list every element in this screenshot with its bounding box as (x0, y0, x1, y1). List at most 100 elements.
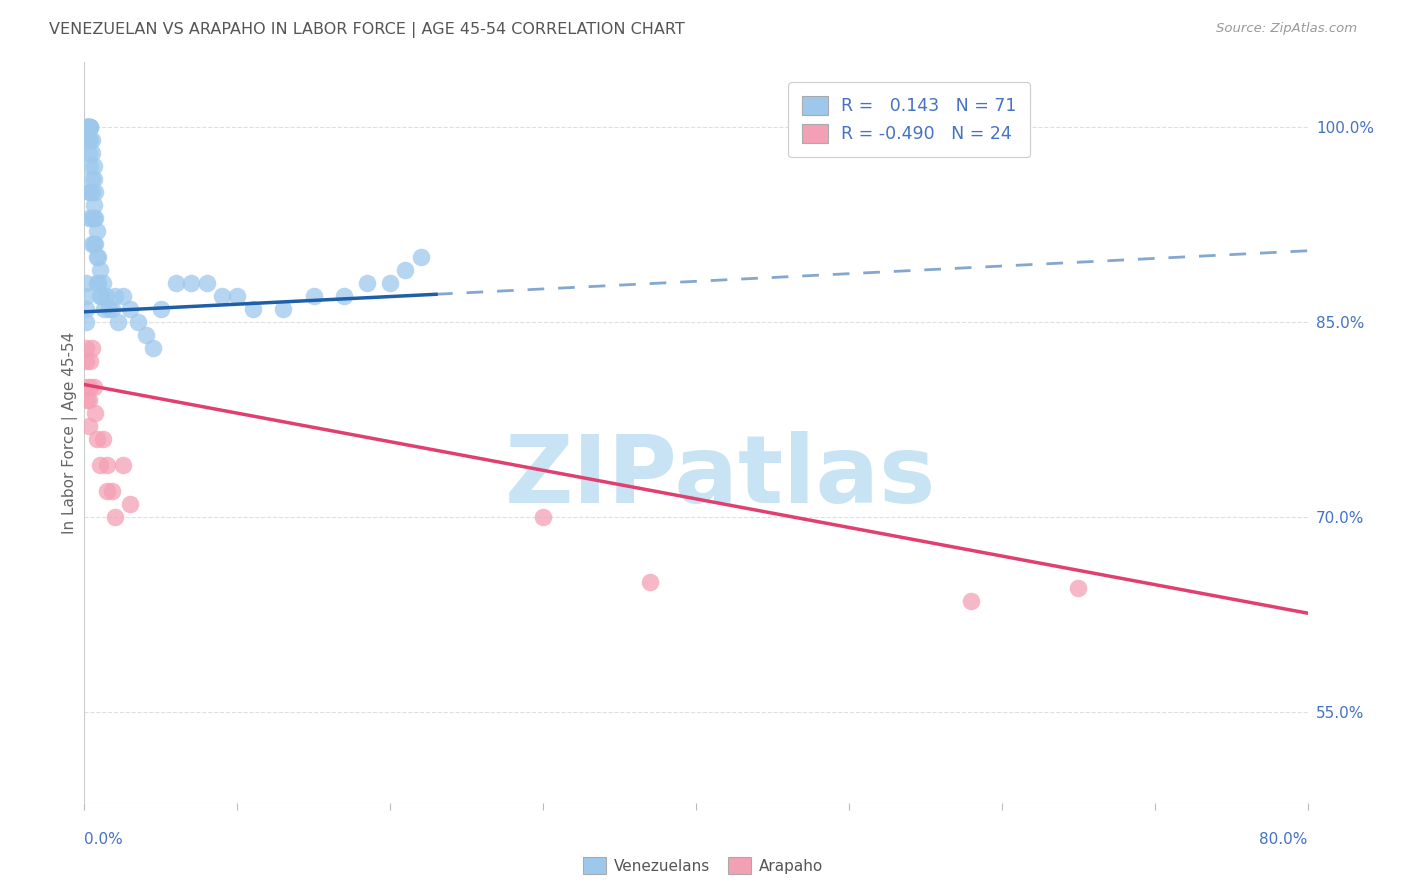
Point (149, 302, 172, 317)
Point (86, 224, 108, 238)
Point (80, 341, 103, 355)
Point (86, 432, 108, 446)
Point (1067, 582, 1090, 596)
Text: Source: ZipAtlas.com: Source: ZipAtlas.com (1216, 22, 1357, 36)
Point (96, 458, 118, 472)
Point (79, 354, 101, 368)
Point (77, 393, 100, 408)
Point (76, 120, 98, 135)
Point (75, 302, 97, 317)
Point (302, 289, 325, 303)
Point (75, 277, 97, 291)
Legend: R =   0.143   N = 71, R = -0.490   N = 24: R = 0.143 N = 71, R = -0.490 N = 24 (789, 82, 1029, 157)
Point (75, 341, 97, 355)
Point (271, 302, 294, 317)
Point (135, 328, 157, 343)
Point (76, 120, 98, 135)
Point (94, 289, 117, 303)
Point (79, 133, 101, 147)
Point (77, 133, 100, 147)
Point (91, 432, 114, 446)
Point (356, 277, 378, 291)
Point (394, 263, 416, 277)
Point (960, 594, 983, 608)
Point (83, 380, 105, 394)
Point (83, 198, 105, 212)
Point (76, 380, 98, 394)
Text: VENEZUELAN VS ARAPAHO IN LABOR FORCE | AGE 45-54 CORRELATION CHART: VENEZUELAN VS ARAPAHO IN LABOR FORCE | A… (49, 22, 685, 38)
Point (84, 406, 107, 420)
Point (91, 277, 114, 291)
Point (101, 484, 124, 499)
Point (195, 277, 218, 291)
Point (80, 237, 103, 252)
Point (77, 120, 100, 135)
Point (86, 277, 108, 291)
Point (77, 419, 100, 434)
Point (86, 250, 108, 264)
Point (80, 211, 103, 226)
Point (79, 186, 101, 200)
Point (76, 393, 98, 408)
Point (127, 315, 149, 329)
Point (84, 211, 107, 226)
Point (96, 484, 118, 499)
Point (111, 289, 134, 303)
Point (97, 302, 120, 317)
Point (79, 120, 101, 135)
Point (84, 186, 107, 200)
Text: 0.0%: 0.0% (84, 832, 124, 847)
Point (89, 289, 111, 303)
Point (104, 510, 127, 524)
Point (76, 133, 98, 147)
Point (89, 458, 111, 472)
Y-axis label: In Labor Force | Age 45-54: In Labor Force | Age 45-54 (62, 332, 79, 533)
Point (101, 302, 124, 317)
Legend: Venezuelans, Arapaho: Venezuelans, Arapaho (576, 851, 830, 880)
Point (79, 159, 101, 173)
Point (531, 510, 554, 524)
Point (76, 120, 98, 135)
Point (77, 120, 100, 135)
Point (638, 574, 661, 589)
Point (80, 172, 103, 186)
Point (333, 289, 356, 303)
Point (83, 172, 105, 186)
Text: ZIPatlas: ZIPatlas (505, 431, 936, 523)
Point (83, 237, 105, 252)
Point (77, 120, 100, 135)
Point (83, 159, 105, 173)
Point (89, 263, 111, 277)
Point (80, 133, 103, 147)
Point (142, 341, 165, 355)
Point (79, 380, 101, 394)
Point (79, 120, 101, 135)
Text: 80.0%: 80.0% (1260, 832, 1308, 847)
Point (77, 211, 100, 226)
Point (76, 120, 98, 135)
Point (87, 250, 110, 264)
Point (409, 250, 432, 264)
Point (90, 289, 112, 303)
Point (380, 277, 402, 291)
Point (80, 186, 103, 200)
Point (84, 237, 107, 252)
Point (87, 277, 110, 291)
Point (83, 211, 105, 226)
Point (242, 302, 264, 317)
Point (75, 315, 97, 329)
Point (76, 120, 98, 135)
Point (111, 458, 134, 472)
Point (120, 497, 142, 511)
Point (226, 289, 249, 303)
Point (77, 146, 100, 161)
Point (120, 302, 142, 317)
Point (75, 354, 97, 368)
Point (211, 289, 233, 303)
Point (180, 277, 202, 291)
Point (93, 302, 115, 317)
Point (80, 146, 103, 161)
Point (107, 315, 129, 329)
Point (77, 186, 100, 200)
Point (104, 289, 127, 303)
